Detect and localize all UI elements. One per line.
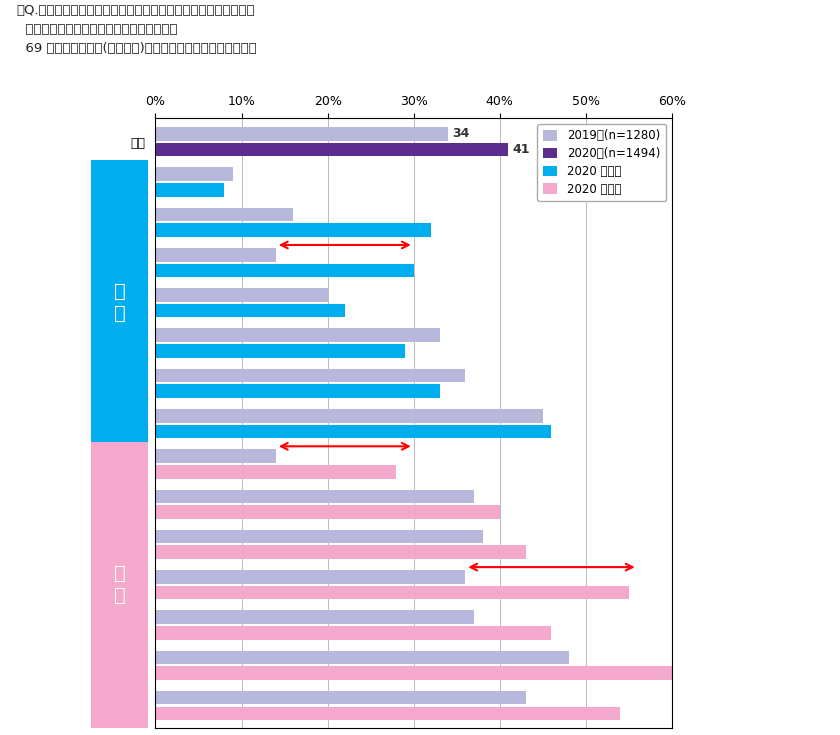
Bar bbox=[92, 442, 148, 728]
Bar bbox=[155, 344, 405, 358]
Bar bbox=[155, 264, 413, 277]
Bar bbox=[155, 223, 431, 237]
Bar bbox=[155, 208, 293, 221]
Bar bbox=[155, 691, 526, 704]
Bar bbox=[155, 626, 551, 639]
Bar bbox=[155, 586, 629, 599]
Bar bbox=[155, 329, 439, 342]
Bar bbox=[155, 465, 396, 478]
Bar bbox=[155, 248, 276, 262]
Bar bbox=[155, 650, 569, 664]
Text: 女
性: 女 性 bbox=[114, 564, 125, 605]
Text: 「Q.次にあげる最近の健康に関する用語についてお伺いします。
  あなたご自身が気になっているものは？」
  69 の選択肢を提示(複数回答)したうちの「免疫力: 「Q.次にあげる最近の健康に関する用語についてお伺いします。 あなたご自身が気に… bbox=[17, 4, 256, 54]
Bar bbox=[155, 369, 465, 382]
Bar bbox=[155, 530, 482, 543]
Bar bbox=[155, 545, 526, 559]
Bar bbox=[155, 449, 276, 463]
Bar bbox=[155, 667, 672, 680]
Bar bbox=[155, 384, 439, 398]
Bar bbox=[155, 409, 543, 423]
Bar bbox=[155, 425, 551, 438]
Bar bbox=[155, 304, 345, 318]
Bar bbox=[155, 570, 465, 584]
Bar bbox=[155, 610, 474, 624]
Bar bbox=[92, 160, 148, 446]
Text: 34: 34 bbox=[453, 127, 470, 140]
Bar bbox=[155, 127, 449, 140]
Bar bbox=[155, 706, 620, 720]
Bar bbox=[155, 490, 474, 503]
Text: 41: 41 bbox=[512, 143, 530, 156]
Text: 男
性: 男 性 bbox=[114, 282, 125, 323]
Bar bbox=[155, 288, 328, 302]
Bar bbox=[155, 183, 224, 197]
Bar bbox=[155, 143, 508, 157]
Legend: 2019年(n=1280), 2020年(n=1494), 2020 年男性, 2020 年女性: 2019年(n=1280), 2020年(n=1494), 2020 年男性, … bbox=[538, 123, 666, 201]
Bar bbox=[155, 168, 233, 181]
Bar bbox=[155, 505, 500, 519]
